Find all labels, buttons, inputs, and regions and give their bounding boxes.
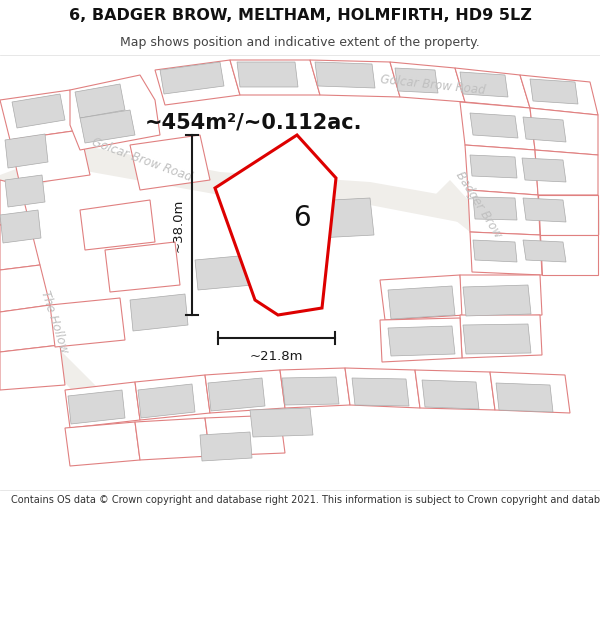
- Polygon shape: [230, 60, 320, 95]
- Polygon shape: [50, 298, 125, 347]
- Polygon shape: [135, 418, 210, 460]
- Polygon shape: [463, 324, 531, 354]
- Text: Badger Brow: Badger Brow: [453, 169, 504, 241]
- Polygon shape: [65, 422, 140, 466]
- Polygon shape: [0, 265, 50, 312]
- Polygon shape: [12, 94, 65, 128]
- Polygon shape: [470, 232, 542, 275]
- Polygon shape: [282, 377, 339, 405]
- Polygon shape: [460, 72, 508, 97]
- Polygon shape: [10, 130, 90, 185]
- Polygon shape: [540, 235, 598, 275]
- Polygon shape: [490, 372, 570, 413]
- Polygon shape: [0, 305, 60, 352]
- Polygon shape: [522, 158, 566, 182]
- Polygon shape: [80, 110, 135, 143]
- Polygon shape: [415, 370, 495, 410]
- Polygon shape: [390, 62, 465, 102]
- Polygon shape: [80, 200, 155, 250]
- Polygon shape: [380, 318, 462, 362]
- Polygon shape: [75, 84, 125, 118]
- Polygon shape: [195, 255, 253, 290]
- Polygon shape: [70, 75, 160, 150]
- Polygon shape: [205, 415, 285, 456]
- Polygon shape: [530, 108, 598, 155]
- Polygon shape: [250, 408, 313, 437]
- Polygon shape: [130, 294, 188, 331]
- Polygon shape: [5, 134, 48, 168]
- Polygon shape: [0, 330, 110, 415]
- Polygon shape: [395, 68, 438, 93]
- Polygon shape: [470, 113, 518, 138]
- Polygon shape: [460, 102, 535, 150]
- Polygon shape: [468, 190, 540, 235]
- Polygon shape: [430, 180, 540, 290]
- Polygon shape: [0, 345, 65, 390]
- Polygon shape: [0, 90, 80, 140]
- Polygon shape: [460, 275, 542, 318]
- Text: 6: 6: [293, 204, 311, 232]
- Polygon shape: [205, 370, 285, 413]
- Polygon shape: [465, 145, 538, 195]
- Polygon shape: [352, 378, 409, 406]
- Polygon shape: [388, 286, 455, 319]
- Text: 6, BADGER BROW, MELTHAM, HOLMFIRTH, HD9 5LZ: 6, BADGER BROW, MELTHAM, HOLMFIRTH, HD9 …: [68, 8, 532, 23]
- Polygon shape: [105, 242, 180, 292]
- Polygon shape: [345, 368, 420, 408]
- Polygon shape: [200, 432, 252, 461]
- Polygon shape: [68, 390, 125, 424]
- Polygon shape: [135, 375, 210, 420]
- Polygon shape: [455, 68, 530, 108]
- Polygon shape: [530, 79, 578, 104]
- Polygon shape: [315, 62, 375, 88]
- Polygon shape: [538, 195, 598, 235]
- Polygon shape: [65, 382, 140, 428]
- Text: ~21.8m: ~21.8m: [250, 349, 303, 362]
- Polygon shape: [523, 198, 566, 222]
- Polygon shape: [0, 180, 30, 225]
- Polygon shape: [280, 368, 350, 408]
- Polygon shape: [0, 225, 40, 270]
- Polygon shape: [215, 135, 336, 315]
- Polygon shape: [295, 198, 374, 239]
- Polygon shape: [523, 117, 566, 142]
- Polygon shape: [155, 60, 240, 105]
- Polygon shape: [388, 326, 455, 356]
- Polygon shape: [380, 275, 465, 320]
- Polygon shape: [473, 240, 517, 262]
- Polygon shape: [310, 60, 400, 97]
- Polygon shape: [138, 384, 195, 418]
- Polygon shape: [460, 315, 542, 358]
- Text: Contains OS data © Crown copyright and database right 2021. This information is : Contains OS data © Crown copyright and d…: [11, 496, 600, 506]
- Polygon shape: [208, 378, 265, 411]
- Polygon shape: [130, 135, 210, 190]
- Text: Golcar Brow Road: Golcar Brow Road: [380, 73, 487, 97]
- Polygon shape: [237, 62, 298, 87]
- Text: Map shows position and indicative extent of the property.: Map shows position and indicative extent…: [120, 36, 480, 49]
- Text: The Hollow: The Hollow: [38, 289, 70, 355]
- Polygon shape: [0, 210, 41, 243]
- Polygon shape: [463, 285, 531, 316]
- Text: ~38.0m: ~38.0m: [172, 198, 185, 252]
- Polygon shape: [470, 155, 517, 178]
- Polygon shape: [496, 383, 553, 412]
- Polygon shape: [473, 197, 517, 220]
- Polygon shape: [523, 240, 566, 262]
- Polygon shape: [0, 145, 600, 235]
- Polygon shape: [5, 175, 45, 207]
- Polygon shape: [520, 75, 598, 115]
- Text: Golcar Brow Road: Golcar Brow Road: [90, 136, 194, 184]
- Polygon shape: [535, 150, 598, 195]
- Polygon shape: [160, 62, 224, 94]
- Text: ~454m²/~0.112ac.: ~454m²/~0.112ac.: [145, 112, 362, 132]
- Polygon shape: [422, 380, 479, 409]
